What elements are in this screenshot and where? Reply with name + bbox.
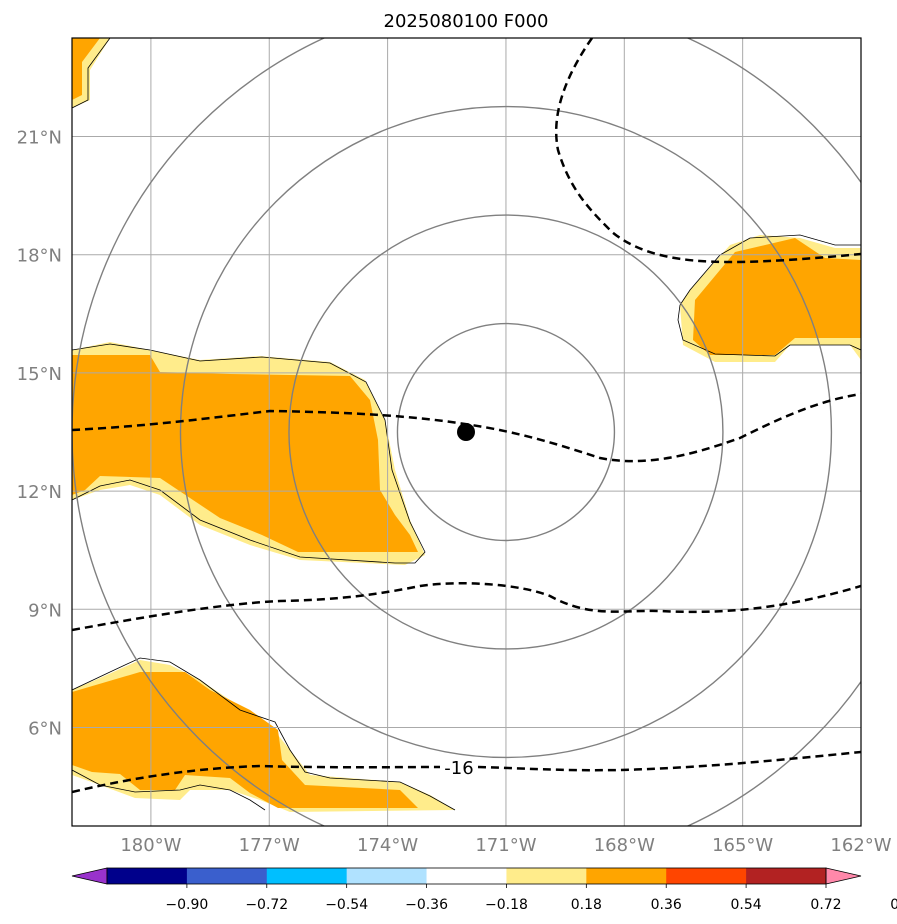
latitude-tick-labels: 21°N 18°N 15°N 12°N 9°N 6°N	[17, 128, 62, 740]
latitude-tick-label: 6°N	[28, 719, 62, 740]
colorbar-segment	[186, 868, 268, 884]
colorbar-segment	[666, 868, 747, 884]
colorbar-tick-label: 0.54	[731, 897, 762, 913]
longitude-tick-label: 174°W	[357, 835, 418, 856]
anomaly-region-east	[677, 234, 861, 362]
longitude-tick-label: 180°W	[120, 835, 181, 856]
contour-south	[72, 750, 861, 794]
map-area: -16	[72, 38, 861, 826]
range-rings	[72, 38, 861, 826]
latitude-tick-label: 15°N	[17, 364, 62, 385]
longitude-tick-labels: 180°W 177°W 174°W 171°W 168°W 165°W 162°W	[120, 835, 891, 856]
colorbar-tick-label: −0.72	[245, 897, 288, 913]
colorbar-segment	[107, 868, 188, 884]
colorbar-segment	[426, 868, 507, 884]
latitude-tick-label: 21°N	[17, 128, 62, 149]
latitude-tick-label: 9°N	[28, 600, 62, 621]
anomaly-region-center-west	[72, 342, 426, 565]
range-ring	[179, 105, 833, 759]
anomaly-region-south-west	[72, 657, 456, 812]
dashed-contours	[72, 38, 861, 794]
colorbar-segment	[746, 868, 827, 884]
colorbar-tick-label: 0.18	[571, 897, 602, 913]
contour-13n	[72, 392, 861, 463]
longitude-tick-label: 177°W	[239, 835, 300, 856]
colorbar-tick-label: 0.36	[651, 897, 682, 913]
colorbar-segment	[506, 868, 587, 884]
range-ring	[288, 214, 724, 650]
figure-title: 2025080100 F000	[384, 11, 549, 32]
latitude-tick-label: 18°N	[17, 246, 62, 267]
range-ring	[396, 322, 616, 542]
colorbar: −0.90 −0.72 −0.54 −0.36 −0.18 0.18 0.36 0.54 0.7…	[71, 867, 897, 913]
colorbar-tick-label: 0.90	[890, 897, 897, 913]
colorbar-tick-label: −0.18	[485, 897, 528, 913]
anomaly-region-top-left	[72, 38, 111, 109]
colorbar-segment	[266, 868, 348, 884]
colorbar-tick-label: −0.36	[405, 897, 448, 913]
contour-north	[554, 38, 861, 264]
latitude-tick-label: 12°N	[17, 482, 62, 503]
colorbar-tick-label: 0.72	[810, 897, 841, 913]
colorbar-extend-high	[825, 867, 862, 885]
colorbar-frame	[106, 867, 827, 885]
longitude-tick-label: 165°W	[712, 835, 773, 856]
map-frame	[71, 37, 862, 827]
colorbar-extend-low	[71, 867, 108, 885]
storm-center-marker	[457, 423, 475, 441]
longitude-tick-label: 168°W	[594, 835, 655, 856]
colorbar-segment	[586, 868, 667, 884]
contour-label: -16	[444, 758, 473, 779]
longitude-tick-label: 171°W	[475, 835, 536, 856]
longitude-tick-label: 162°W	[830, 835, 891, 856]
colorbar-tick-label: −0.90	[165, 897, 208, 913]
colorbar-tick-label: −0.54	[325, 897, 368, 913]
colorbar-segment	[346, 868, 428, 884]
contour-9n	[72, 582, 861, 632]
